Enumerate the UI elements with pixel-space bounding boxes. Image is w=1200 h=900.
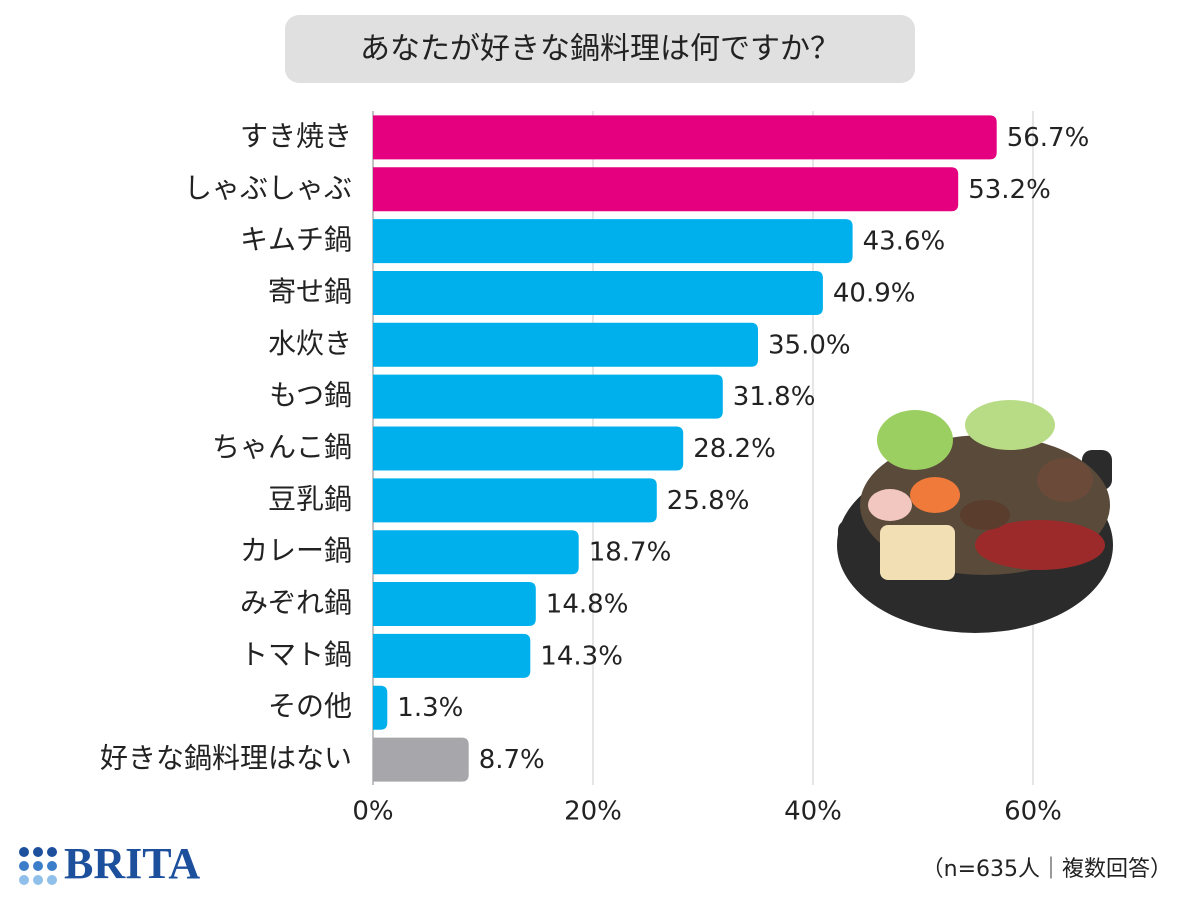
title-box xyxy=(285,15,915,83)
x-tick-label: 0% xyxy=(352,797,393,827)
category-label: カレー鍋 xyxy=(240,534,352,567)
bar xyxy=(373,478,657,523)
category-label: キムチ鍋 xyxy=(240,223,352,256)
value-label: 14.3% xyxy=(540,641,623,671)
category-label: 水炊き xyxy=(268,327,352,360)
pot-illustration xyxy=(837,400,1113,633)
logo: BRITA xyxy=(19,839,200,888)
x-tick-label: 60% xyxy=(1004,797,1062,827)
value-label: 18.7% xyxy=(589,538,672,568)
chart-title: あなたが好きな鍋料理は何ですか？ xyxy=(360,32,840,67)
bar xyxy=(373,426,684,471)
bar xyxy=(373,374,723,419)
category-label: しゃぶしゃぶ xyxy=(184,171,352,204)
x-tick-label: 20% xyxy=(564,797,622,827)
bar xyxy=(373,322,758,367)
bar xyxy=(373,530,579,575)
category-label: もつ鍋 xyxy=(269,379,352,412)
bar xyxy=(373,633,531,678)
category-label: ちゃんこ鍋 xyxy=(212,431,352,464)
bar xyxy=(373,219,853,264)
x-tick-label: 40% xyxy=(784,797,842,827)
value-label: 8.7% xyxy=(479,745,545,775)
bar xyxy=(373,115,997,160)
value-label: 31.8% xyxy=(733,382,816,412)
bar xyxy=(373,167,959,212)
category-label: 寄せ鍋 xyxy=(268,275,352,308)
bar xyxy=(373,685,388,730)
category-label: 豆乳鍋 xyxy=(268,482,352,515)
category-label: トマト鍋 xyxy=(240,638,352,671)
category-label: その他 xyxy=(268,690,352,723)
brand: BRITA xyxy=(64,839,200,888)
note: （n=635人｜複数回答） xyxy=(922,857,1172,882)
category-label: 好きな鍋料理はない xyxy=(100,742,352,775)
value-label: 1.3% xyxy=(397,693,463,723)
value-label: 56.7% xyxy=(1007,123,1090,153)
bar xyxy=(373,737,469,782)
category-label: すき焼き xyxy=(240,119,352,152)
value-label: 43.6% xyxy=(863,227,946,257)
value-label: 53.2% xyxy=(968,175,1051,205)
value-label: 25.8% xyxy=(667,486,750,516)
bar xyxy=(373,582,536,627)
value-label: 28.2% xyxy=(693,434,776,464)
bar xyxy=(373,270,823,315)
value-label: 14.8% xyxy=(546,590,629,620)
category-label: みぞれ鍋 xyxy=(240,586,352,619)
value-label: 35.0% xyxy=(768,330,851,360)
value-label: 40.9% xyxy=(833,278,916,308)
